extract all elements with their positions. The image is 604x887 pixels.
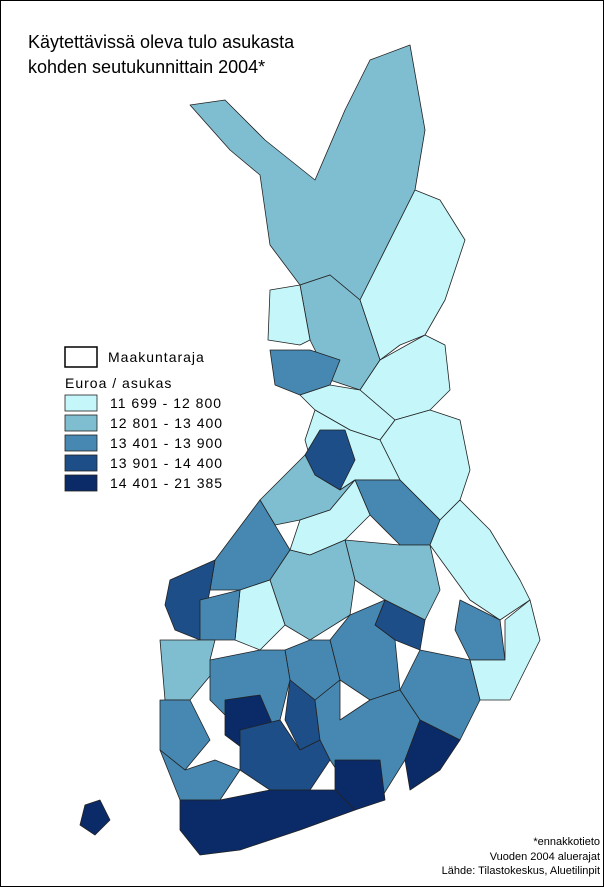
boundary-swatch xyxy=(64,346,98,368)
legend-swatch xyxy=(64,454,98,472)
legend-label: 11 699 - 12 800 xyxy=(110,395,222,411)
legend-unit: Euroa / asukas xyxy=(65,375,172,391)
legend-swatch xyxy=(64,414,98,432)
legend-swatch xyxy=(64,474,98,492)
legend-swatch xyxy=(64,394,98,412)
region xyxy=(404,719,461,791)
legend-label: 14 401 - 21 385 xyxy=(110,475,223,491)
footnote: Vuoden 2004 aluerajat xyxy=(490,851,600,863)
region xyxy=(469,599,541,701)
legend-swatch xyxy=(64,434,98,452)
region xyxy=(239,719,331,791)
region xyxy=(159,699,211,771)
legend: 11 699 - 12 800 12 801 - 13 400 13 401 - 1… xyxy=(64,394,223,492)
map xyxy=(79,44,541,856)
region xyxy=(344,539,441,621)
region xyxy=(334,759,386,811)
footnote: Lähde: Tilastokeskus, Aluetilinpit xyxy=(442,865,600,877)
legend-label: 12 801 - 13 400 xyxy=(110,415,223,431)
legend-label: 13 901 - 14 400 xyxy=(110,455,223,471)
region xyxy=(189,44,426,301)
title-line: kohden seutukunnittain 2004* xyxy=(28,57,265,77)
region xyxy=(199,589,241,641)
region xyxy=(269,539,356,641)
legend-label: 13 401 - 13 900 xyxy=(110,435,223,451)
footnote: *ennakkotieto xyxy=(533,836,600,848)
region xyxy=(79,799,111,836)
region xyxy=(267,284,311,346)
title-line: Käytettävissä oleva tulo asukasta xyxy=(28,32,295,52)
region xyxy=(179,789,356,856)
legend-boundary: Maakuntaraja xyxy=(108,349,205,365)
